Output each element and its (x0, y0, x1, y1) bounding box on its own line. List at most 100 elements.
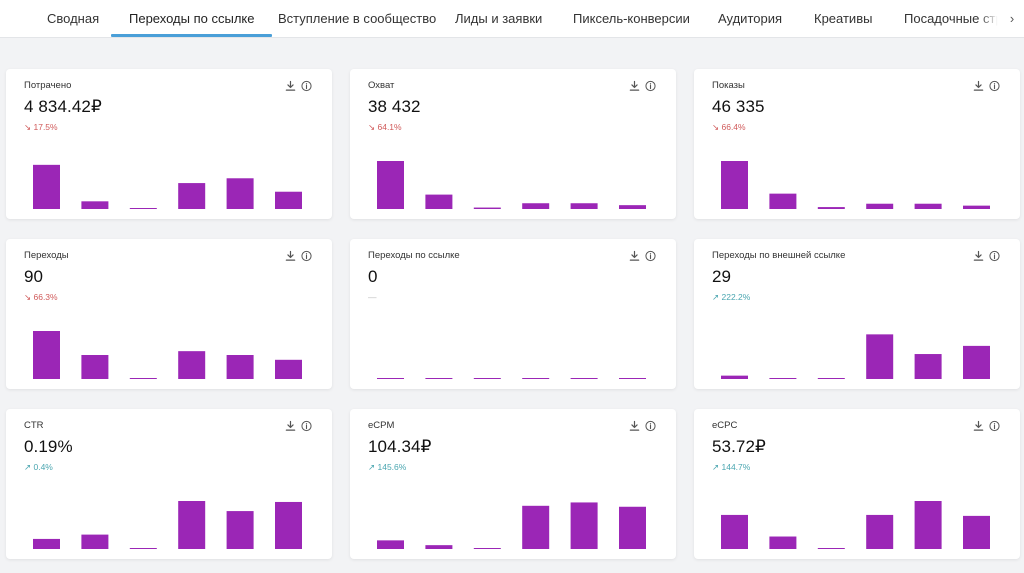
chart-bar[interactable] (226, 511, 254, 549)
chart-bar[interactable] (769, 536, 797, 549)
chart-bar[interactable] (866, 514, 894, 549)
info-icon[interactable] (301, 250, 312, 262)
chart-bar[interactable] (178, 351, 206, 379)
metric-bar-chart (33, 501, 302, 549)
tab-leads[interactable]: Лиды и заявки (455, 11, 543, 26)
metric-delta-decrease: ↘ 66.4% (712, 122, 746, 132)
chart-bar[interactable] (178, 501, 206, 549)
metric-card: Переходы 90 ↘ 66.3% (6, 239, 332, 389)
chart-bar[interactable] (769, 378, 797, 379)
metric-value: 0.19% (24, 437, 73, 456)
download-icon[interactable] (973, 250, 984, 262)
metric-value: 104.34₽ (368, 437, 432, 456)
metric-title: Переходы по внешней ссылке (712, 250, 846, 261)
download-icon[interactable] (629, 250, 640, 262)
chart-bar[interactable] (129, 548, 157, 549)
info-icon[interactable] (989, 80, 1000, 92)
info-icon[interactable] (989, 420, 1000, 432)
chart-bar[interactable] (570, 502, 598, 549)
chart-bar[interactable] (570, 378, 598, 379)
chevron-right-icon[interactable]: › (1000, 0, 1024, 37)
chart-bar[interactable] (914, 354, 942, 379)
chart-bar[interactable] (33, 331, 60, 379)
tab-community-join[interactable]: Вступление в сообщество (278, 11, 437, 26)
chart-bar[interactable] (914, 501, 942, 549)
chart-bar[interactable] (817, 378, 845, 379)
metric-delta-no-change: — (368, 292, 377, 302)
chart-bar[interactable] (81, 534, 109, 549)
chart-bar[interactable] (377, 161, 404, 209)
metric-delta-decrease: ↘ 17.5% (24, 122, 58, 132)
download-icon[interactable] (629, 420, 640, 432)
download-icon[interactable] (285, 80, 296, 92)
chart-bar[interactable] (377, 378, 404, 379)
tab-link-clicks[interactable]: Переходы по ссылке (111, 0, 273, 37)
chart-bar[interactable] (963, 515, 990, 549)
chart-bar[interactable] (33, 164, 60, 209)
chart-bar[interactable] (81, 355, 109, 379)
chart-bar[interactable] (963, 205, 990, 209)
download-icon[interactable] (285, 250, 296, 262)
tab-audience[interactable]: Аудитория (718, 11, 783, 26)
chart-bar[interactable] (275, 501, 302, 549)
metric-value: 90 (24, 267, 44, 286)
chart-bar[interactable] (226, 178, 254, 209)
info-icon[interactable] (645, 80, 656, 92)
metric-bar-chart (377, 161, 646, 209)
chart-bar[interactable] (914, 203, 942, 209)
chart-bar[interactable] (522, 505, 550, 549)
metric-card: Переходы по ссылке 0 — (350, 239, 676, 389)
chart-bar[interactable] (473, 207, 501, 209)
metric-card: eCPC 53.72₽ ↗ 144.7% (694, 409, 1020, 559)
chart-bar[interactable] (817, 207, 845, 209)
card-actions (629, 419, 656, 433)
chart-bar[interactable] (425, 378, 453, 379)
download-icon[interactable] (973, 80, 984, 92)
chart-bar[interactable] (129, 208, 157, 209)
info-icon[interactable] (645, 250, 656, 262)
metric-title: Переходы по ссылке (368, 250, 460, 261)
chart-bar[interactable] (425, 194, 453, 209)
tab-creatives[interactable]: Креативы (814, 11, 873, 26)
chart-bar[interactable] (81, 201, 109, 209)
info-icon[interactable] (301, 420, 312, 432)
chart-bar[interactable] (226, 355, 254, 379)
metric-card: CTR 0.19% ↗ 0.4% (6, 409, 332, 559)
chart-bar[interactable] (377, 540, 404, 549)
chart-bar[interactable] (178, 183, 206, 209)
tab-summary[interactable]: Сводная (47, 11, 100, 26)
chart-bar[interactable] (817, 548, 845, 549)
chart-bar[interactable] (570, 203, 598, 209)
chart-bar[interactable] (721, 161, 748, 209)
metric-title: Показы (712, 80, 745, 91)
card-actions (973, 249, 1000, 263)
info-icon[interactable] (301, 80, 312, 92)
chart-bar[interactable] (866, 203, 894, 209)
chart-bar[interactable] (275, 359, 302, 379)
chart-bar[interactable] (866, 334, 894, 379)
metric-card: eCPM 104.34₽ ↗ 145.6% (350, 409, 676, 559)
chart-bar[interactable] (721, 514, 748, 549)
chart-bar[interactable] (769, 193, 797, 209)
chart-bar[interactable] (619, 378, 646, 379)
chart-bar[interactable] (522, 378, 550, 379)
chart-bar[interactable] (619, 205, 646, 209)
download-icon[interactable] (629, 80, 640, 92)
chart-bar[interactable] (275, 191, 302, 209)
active-tab-indicator (111, 34, 273, 37)
info-icon[interactable] (989, 250, 1000, 262)
chart-bar[interactable] (473, 378, 501, 379)
chart-bar[interactable] (522, 203, 550, 209)
chart-bar[interactable] (619, 506, 646, 549)
chart-bar[interactable] (129, 378, 157, 379)
chart-bar[interactable] (963, 345, 990, 379)
info-icon[interactable] (645, 420, 656, 432)
tab-pixel-conversions[interactable]: Пиксель-конверсии (573, 11, 690, 26)
chart-bar[interactable] (33, 538, 60, 549)
download-icon[interactable] (285, 420, 296, 432)
chart-bar[interactable] (473, 548, 501, 549)
download-icon[interactable] (973, 420, 984, 432)
metric-delta-increase: ↗ 222.2% (712, 292, 751, 302)
chart-bar[interactable] (425, 545, 453, 549)
chart-bar[interactable] (721, 375, 748, 379)
